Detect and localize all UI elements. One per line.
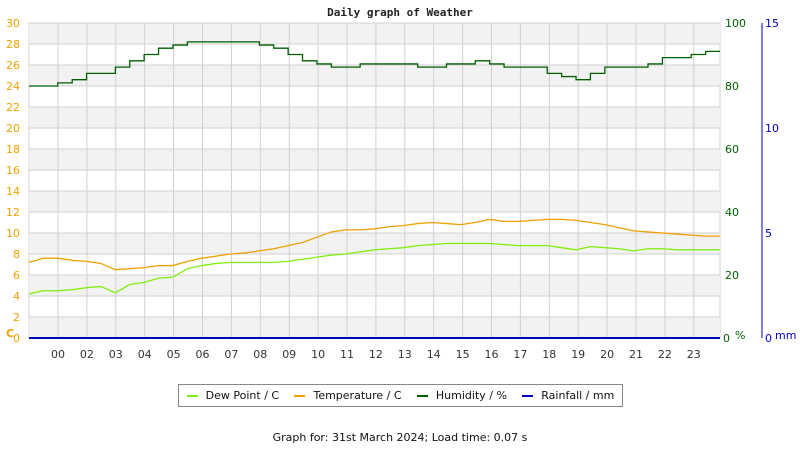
legend-label: Rainfall / mm — [541, 389, 615, 402]
svg-text:15: 15 — [456, 348, 470, 361]
legend-item-humidity: Humidity / % — [416, 389, 507, 402]
legend-item-dew-point: Dew Point / C — [186, 389, 280, 402]
svg-text:08: 08 — [253, 348, 267, 361]
svg-text:00: 00 — [51, 348, 65, 361]
svg-text:0: 0 — [723, 332, 730, 345]
legend-label: Temperature / C — [313, 389, 402, 402]
svg-text:14: 14 — [6, 185, 20, 198]
svg-text:12: 12 — [6, 206, 20, 219]
humidity-axis-unit: % — [735, 329, 745, 342]
svg-text:6: 6 — [13, 269, 20, 282]
svg-text:17: 17 — [513, 348, 527, 361]
rainfall-swatch-icon — [522, 394, 534, 397]
grid-bands — [28, 22, 721, 339]
svg-text:16: 16 — [6, 164, 20, 177]
chart-title: Daily graph of Weather — [327, 6, 473, 19]
svg-text:20: 20 — [725, 269, 739, 282]
svg-text:07: 07 — [224, 348, 238, 361]
svg-text:20: 20 — [600, 348, 614, 361]
legend-item-rainfall: Rainfall / mm — [522, 389, 614, 402]
svg-text:18: 18 — [542, 348, 556, 361]
svg-text:100: 100 — [725, 17, 746, 30]
svg-text:80: 80 — [725, 80, 739, 93]
svg-text:23: 23 — [687, 348, 701, 361]
svg-text:4: 4 — [13, 290, 20, 303]
svg-text:05: 05 — [167, 348, 181, 361]
legend-item-temperature: Temperature / C — [294, 389, 402, 402]
svg-text:13: 13 — [398, 348, 412, 361]
svg-text:30: 30 — [6, 17, 20, 30]
svg-text:26: 26 — [6, 59, 20, 72]
svg-text:06: 06 — [196, 348, 210, 361]
svg-text:02: 02 — [80, 348, 94, 361]
svg-text:14: 14 — [427, 348, 441, 361]
legend: Dew Point / C Temperature / C Humidity /… — [178, 384, 623, 407]
svg-text:5: 5 — [765, 227, 772, 240]
svg-text:10: 10 — [311, 348, 325, 361]
humidity-swatch-icon — [416, 394, 428, 397]
left-axis-unit: C — [6, 327, 14, 340]
footer-status: Graph for: 31st March 2024; Load time: 0… — [272, 431, 528, 444]
legend-label: Dew Point / C — [205, 389, 280, 402]
svg-text:21: 21 — [629, 348, 643, 361]
svg-text:8: 8 — [13, 248, 20, 261]
legend-label: Humidity / % — [435, 389, 507, 402]
svg-text:12: 12 — [369, 348, 383, 361]
dew-point-swatch-icon — [186, 394, 198, 397]
rainfall-axis-ticks: 0 5 10 15 — [765, 17, 779, 345]
svg-text:03: 03 — [109, 348, 123, 361]
svg-text:11: 11 — [340, 348, 354, 361]
svg-text:20: 20 — [6, 122, 20, 135]
svg-text:2: 2 — [13, 311, 20, 324]
svg-text:04: 04 — [138, 348, 152, 361]
svg-text:10: 10 — [6, 227, 20, 240]
svg-text:15: 15 — [765, 17, 779, 30]
svg-text:0: 0 — [13, 332, 20, 345]
svg-text:60: 60 — [725, 143, 739, 156]
svg-text:18: 18 — [6, 143, 20, 156]
svg-text:19: 19 — [571, 348, 585, 361]
humidity-axis-ticks: 20 40 60 80 100 0 — [723, 17, 746, 345]
temperature-swatch-icon — [294, 394, 306, 397]
x-axis-ticks: 00 02 03 04 05 06 07 08 09 10 11 12 13 14 15 16 17 18 19 20… — [51, 348, 701, 361]
svg-text:24: 24 — [6, 80, 20, 93]
svg-text:0: 0 — [765, 332, 772, 345]
svg-text:22: 22 — [658, 348, 672, 361]
series-lines — [28, 41, 720, 339]
rainfall-axis-unit: mm — [775, 329, 796, 342]
svg-text:10: 10 — [765, 122, 779, 135]
svg-text:28: 28 — [6, 38, 20, 51]
svg-text:40: 40 — [725, 206, 739, 219]
svg-text:09: 09 — [282, 348, 296, 361]
svg-text:16: 16 — [485, 348, 499, 361]
svg-text:22: 22 — [6, 101, 20, 114]
